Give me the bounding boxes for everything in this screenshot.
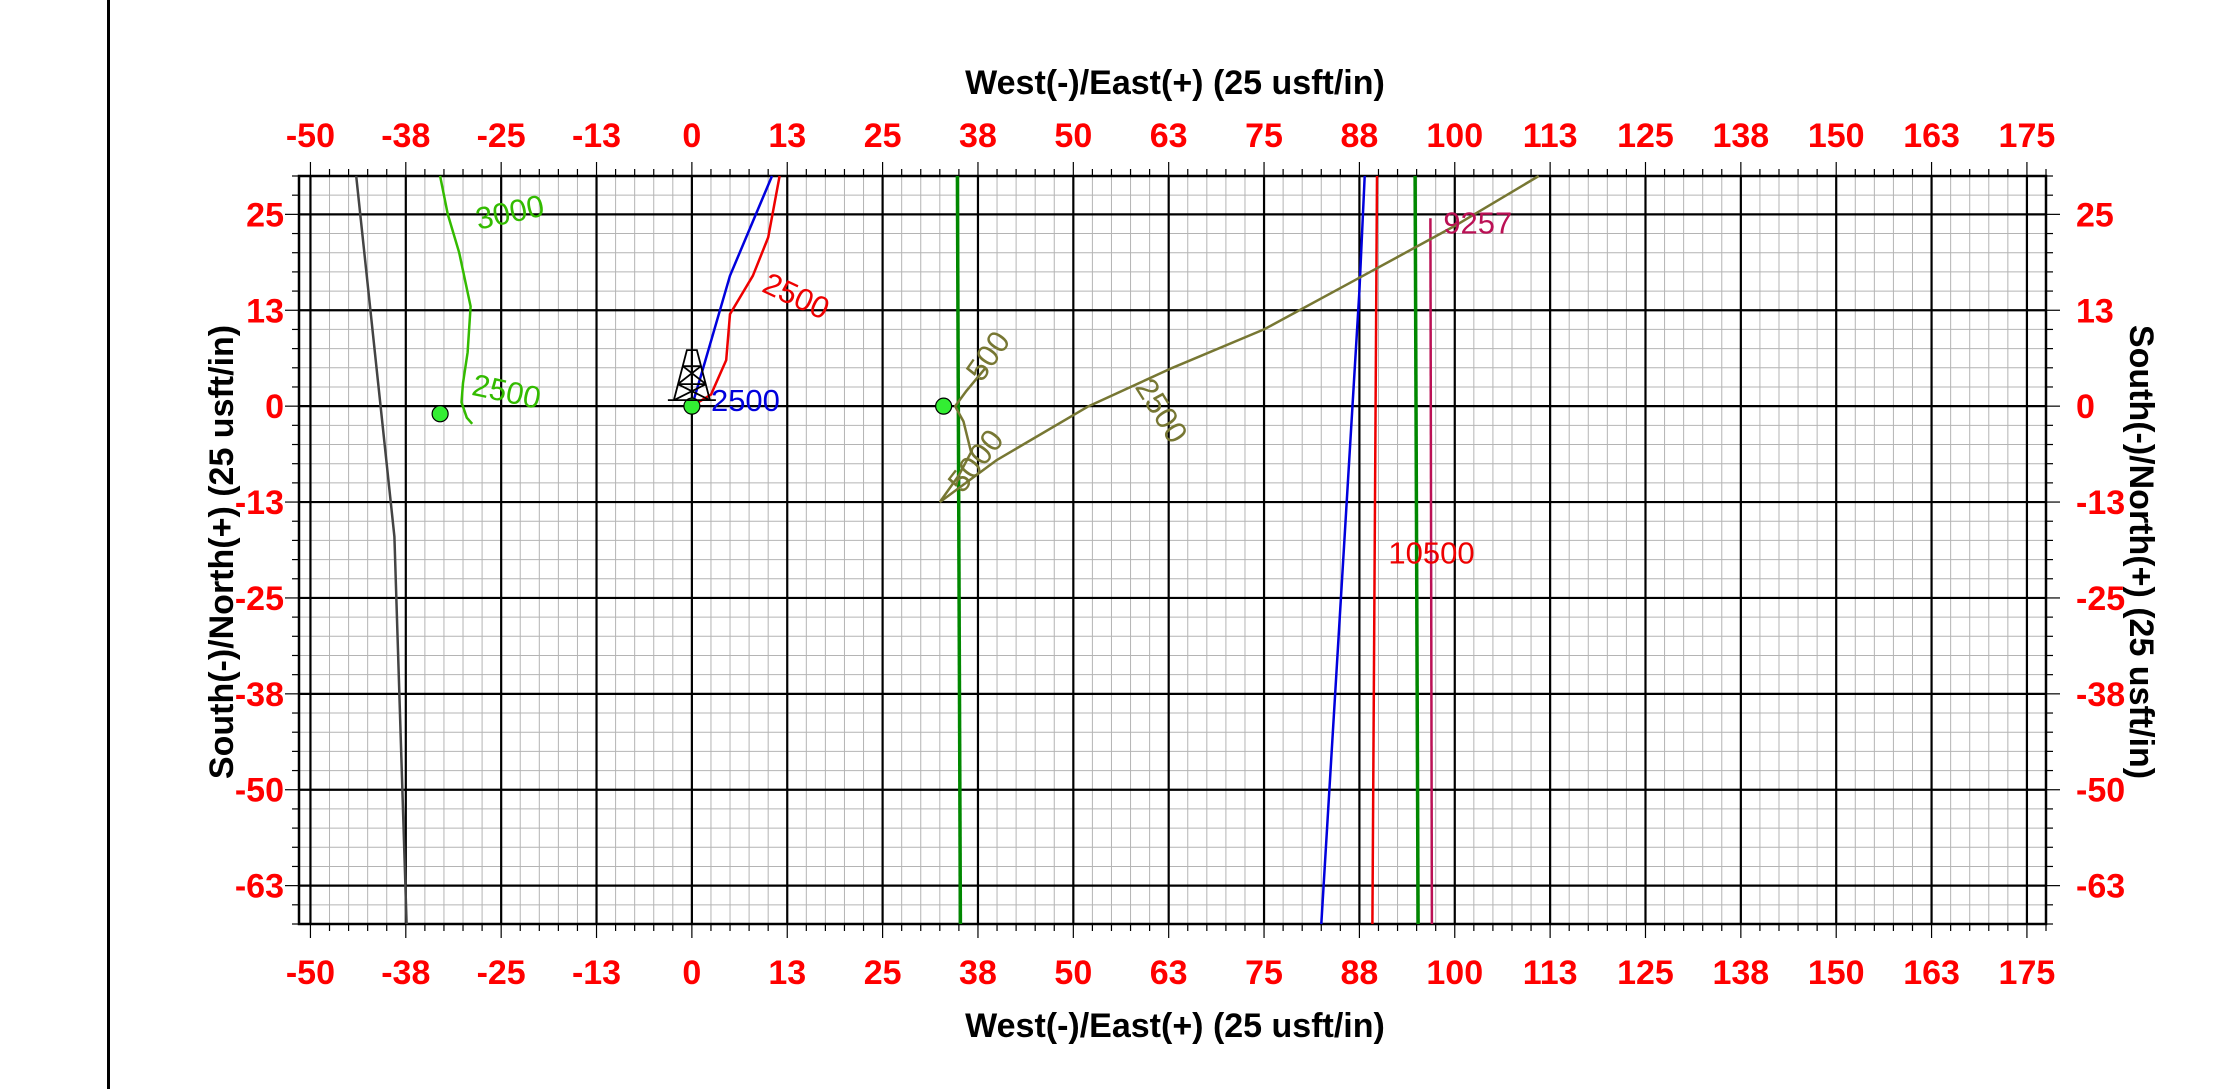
- y-tick-label-left: 13: [246, 292, 284, 330]
- well-path-line-3: [690, 175, 774, 407]
- y-axis-title-left: South(-)/North(+) (25 usft/in): [203, 325, 241, 779]
- x-tick-label-bottom: 0: [682, 954, 701, 992]
- y-tick-label-right: -25: [2076, 580, 2125, 618]
- x-tick-label-bottom: -13: [572, 954, 621, 992]
- series-group: [354, 174, 1540, 925]
- depth-label-8: 10500: [1388, 535, 1474, 570]
- x-tick-label-top: 88: [1340, 117, 1378, 155]
- y-tick-label-right: 13: [2076, 292, 2114, 330]
- x-tick-label-top: -50: [286, 117, 335, 155]
- x-tick-label-top: 125: [1617, 117, 1674, 155]
- depth-label-9: 9257: [1443, 206, 1512, 241]
- x-tick-label-top: 75: [1245, 117, 1283, 155]
- x-tick-label-top: 138: [1712, 117, 1769, 155]
- x-tick-label-bottom: -25: [477, 954, 526, 992]
- x-tick-label-top: -25: [477, 117, 526, 155]
- y-tick-label-right: -50: [2076, 772, 2125, 810]
- x-tick-label-bottom: 25: [864, 954, 902, 992]
- well-path-line-10: [939, 174, 1540, 504]
- x-tick-label-top: 113: [1523, 117, 1578, 155]
- x-tick-label-bottom: 75: [1245, 954, 1283, 992]
- tick-label-group: -50 -50 -38 -38 -25 -25 -13 -13 0 0 13 13 25 25 38 38 50…: [235, 117, 2125, 992]
- y-tick-label-right: -63: [2076, 868, 2125, 906]
- x-tick-label-top: 63: [1150, 117, 1188, 155]
- x-tick-label-top: 25: [864, 117, 902, 155]
- y-tick-label-left: -25: [235, 580, 284, 618]
- y-tick-label-left: -38: [235, 676, 284, 714]
- x-axis-title-top: West(-)/East(+) (25 usft/in): [965, 64, 1385, 102]
- page-left-rule: [107, 0, 110, 1089]
- y-tick-label-left: 25: [246, 196, 284, 234]
- surface-location-marker-3: [935, 397, 953, 415]
- x-tick-label-top: 175: [1999, 117, 2056, 155]
- x-tick-label-top: 38: [959, 117, 997, 155]
- y-tick-label-left: 0: [265, 388, 284, 426]
- well-path-line-5: [691, 175, 781, 408]
- x-tick-label-bottom: 13: [768, 954, 806, 992]
- x-tick-label-top: 50: [1054, 117, 1092, 155]
- plot-frame-group: [299, 176, 2046, 924]
- well-path-line-1: [354, 175, 408, 925]
- x-tick-label-bottom: -38: [381, 954, 430, 992]
- y-axis-title-right: South(-)/North(+) (25 usft/in): [2122, 325, 2160, 779]
- x-tick-label-bottom: 88: [1340, 954, 1378, 992]
- plot-border: [297, 174, 2048, 926]
- well-path-line-11: [938, 367, 987, 503]
- x-tick-label-top: 100: [1426, 117, 1483, 155]
- well-path-line-9: [1429, 218, 1434, 925]
- surface-location-marker-1: [431, 405, 449, 423]
- well-path-line-2: [438, 175, 474, 425]
- x-tick-label-bottom: 63: [1150, 954, 1188, 992]
- x-tick-label-top: 150: [1808, 117, 1865, 155]
- x-tick-label-top: 0: [682, 117, 701, 155]
- x-axis-title-bottom: West(-)/East(+) (25 usft/in): [965, 1007, 1385, 1045]
- rig-icon: [667, 349, 716, 402]
- x-tick-label-top: 13: [768, 117, 806, 155]
- plot-background: [299, 176, 2046, 924]
- well-path-line-6: [1371, 175, 1379, 925]
- x-tick-label-bottom: 138: [1712, 954, 1769, 992]
- depth-label-3: 2500: [711, 383, 780, 418]
- x-tick-label-bottom: 175: [1999, 954, 2056, 992]
- marker-group: [431, 397, 953, 423]
- drilling-rig-icon: [667, 349, 716, 402]
- x-tick-label-top: 163: [1903, 117, 1960, 155]
- x-tick-label-bottom: 125: [1617, 954, 1674, 992]
- x-tick-label-bottom: 38: [959, 954, 997, 992]
- x-tick-label-bottom: 150: [1808, 954, 1865, 992]
- y-tick-label-left: -13: [235, 484, 284, 522]
- x-tick-label-bottom: 50: [1054, 954, 1092, 992]
- y-tick-label-left: -50: [235, 772, 284, 810]
- x-tick-label-bottom: 113: [1523, 954, 1578, 992]
- x-tick-label-bottom: -50: [286, 954, 335, 992]
- x-tick-label-bottom: 100: [1426, 954, 1483, 992]
- grid-group: [285, 162, 2060, 938]
- y-tick-label-right: 25: [2076, 196, 2114, 234]
- x-tick-label-top: -38: [381, 117, 430, 155]
- surface-location-marker-2: [683, 397, 701, 415]
- x-tick-label-bottom: 163: [1903, 954, 1960, 992]
- well-path-line-8: [1413, 175, 1420, 925]
- y-tick-label-right: -13: [2076, 484, 2125, 522]
- well-path-line-4: [1320, 175, 1366, 925]
- x-tick-label-top: -13: [572, 117, 621, 155]
- well-path-line-7: [955, 175, 963, 925]
- y-tick-label-right: -38: [2076, 676, 2125, 714]
- y-tick-label-right: 0: [2076, 388, 2095, 426]
- y-tick-label-left: -63: [235, 868, 284, 906]
